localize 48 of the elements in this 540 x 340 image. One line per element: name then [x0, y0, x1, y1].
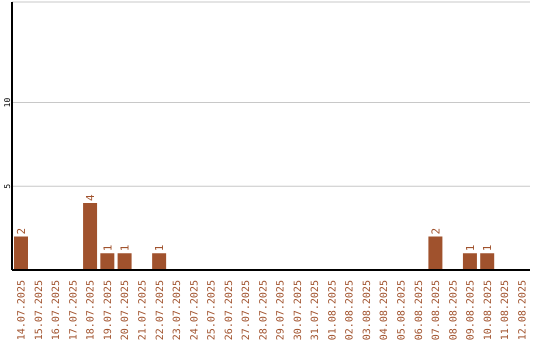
x-tick-label: 19.07.2025 — [102, 280, 114, 340]
x-tick-label: 11.08.2025 — [500, 280, 512, 340]
x-tick-label: 15.07.2025 — [34, 280, 45, 340]
x-tick-label: 28.07.2025 — [258, 280, 270, 340]
y-tick-label: 10 — [3, 98, 12, 108]
x-tick-label: 03.08.2025 — [362, 280, 373, 340]
x-tick-label: 06.08.2025 — [414, 280, 425, 340]
data-label: 1 — [153, 244, 166, 252]
x-tick-label: 01.08.2025 — [327, 280, 338, 340]
x-tick-label: 12.08.2025 — [517, 280, 528, 340]
x-tick-label: 31.07.2025 — [310, 280, 322, 340]
bar — [83, 203, 98, 270]
x-tick-label: 22.07.2025 — [154, 280, 166, 340]
x-tick-label: 21.07.2025 — [138, 280, 148, 340]
x-tick-label: 24.07.2025 — [189, 280, 200, 340]
x-tick-label: 07.08.2025 — [431, 280, 442, 340]
x-tick-label: 09.08.2025 — [466, 280, 477, 340]
bar — [118, 253, 132, 270]
bar — [428, 236, 442, 270]
bar — [462, 253, 477, 270]
data-label: 2 — [429, 228, 442, 234]
x-tick-label: 14.07.2025 — [16, 280, 28, 340]
data-label: 1 — [481, 244, 494, 252]
x-tick-label: 10.08.2025 — [482, 280, 494, 340]
x-tick-label: 18.07.2025 — [86, 280, 97, 340]
x-tick-label: 30.07.2025 — [292, 280, 304, 340]
x-tick-label: 26.07.2025 — [224, 280, 235, 340]
x-tick-label: 29.07.2025 — [276, 280, 287, 340]
x-tick-label: 20.07.2025 — [120, 280, 132, 340]
bar — [100, 253, 114, 270]
data-label: 1 — [464, 244, 477, 252]
x-tick-label: 25.07.2025 — [206, 280, 218, 340]
data-label: 2 — [15, 228, 28, 234]
x-tick-label: 23.07.2025 — [172, 280, 184, 340]
data-label: 1 — [118, 244, 132, 252]
x-tick-label: 08.08.2025 — [448, 280, 460, 340]
bar — [14, 236, 28, 270]
y-tick-label: 5 — [3, 184, 12, 189]
data-label: 4 — [84, 194, 98, 201]
bar — [480, 253, 494, 270]
x-tick-label: 04.08.2025 — [379, 280, 390, 340]
data-label: 1 — [101, 244, 114, 252]
x-tick-label: 02.08.2025 — [344, 280, 356, 340]
x-tick-label: 27.07.2025 — [241, 280, 252, 340]
x-tick-label: 17.07.2025 — [68, 280, 80, 340]
x-tick-label: 16.07.2025 — [51, 280, 62, 340]
x-tick-label: 05.08.2025 — [396, 280, 408, 340]
bar — [152, 253, 166, 270]
